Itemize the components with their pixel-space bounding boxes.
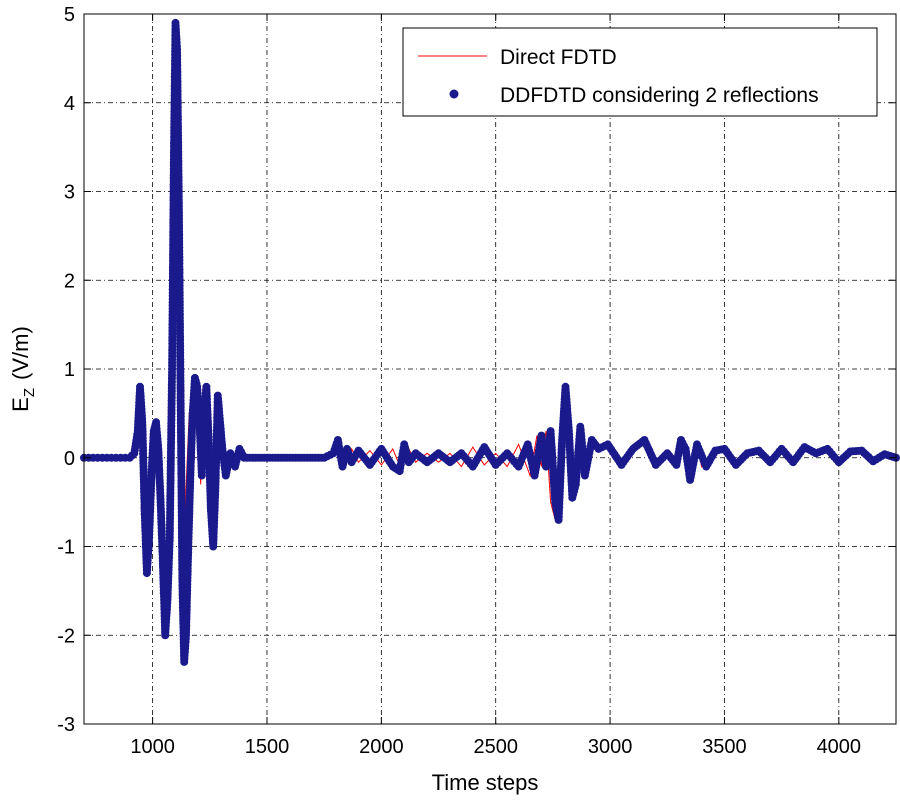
y-tick-label: -3 — [57, 714, 75, 736]
x-tick-label: 2000 — [359, 736, 404, 758]
y-label-unit: (V/m) — [8, 326, 33, 380]
legend-label-ddfdtd: DDFDTD considering 2 reflections — [500, 84, 819, 107]
x-axis-ticks: 1000 1500 2000 2500 3000 3500 4000 — [130, 14, 861, 758]
x-tick-label: 4000 — [817, 736, 862, 758]
y-label-base: E — [8, 397, 33, 412]
legend: Direct FDTD DDFDTD considering 2 reflect… — [402, 27, 878, 117]
x-tick-label: 3000 — [588, 736, 633, 758]
x-tick-label: 1500 — [245, 736, 290, 758]
legend-label-direct-fdtd: Direct FDTD — [500, 46, 617, 69]
series-ddfdtd — [80, 18, 900, 666]
y-tick-label: -1 — [57, 537, 75, 559]
y-axis-ticks: -3 -2 -1 0 1 2 3 4 5 — [57, 4, 896, 736]
y-tick-label: -2 — [57, 625, 75, 647]
y-tick-label: 0 — [64, 448, 75, 470]
legend-box — [402, 27, 878, 117]
y-tick-label: 3 — [64, 182, 75, 204]
y-axis-label: EZ (V/m) — [8, 326, 38, 412]
x-tick-label: 3500 — [702, 736, 747, 758]
y-tick-label: 4 — [64, 93, 75, 115]
y-tick-label: 2 — [64, 270, 75, 292]
y-tick-label: 5 — [64, 4, 75, 26]
x-axis-label: Time steps — [432, 770, 539, 795]
x-tick-label: 2500 — [473, 736, 518, 758]
y-axis-label-text: EZ (V/m) — [8, 326, 38, 412]
x-tick-label: 1000 — [130, 736, 175, 758]
y-label-subscript: Z — [21, 388, 38, 397]
legend-swatch-ddfdtd — [449, 89, 459, 99]
y-tick-label: 1 — [64, 359, 75, 381]
